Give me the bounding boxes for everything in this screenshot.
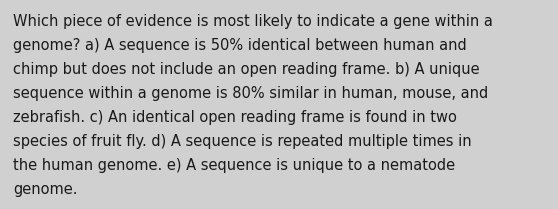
Text: genome? a) A sequence is 50% identical between human and: genome? a) A sequence is 50% identical b…	[13, 38, 466, 53]
Text: species of fruit fly. d) A sequence is repeated multiple times in: species of fruit fly. d) A sequence is r…	[13, 134, 472, 149]
Text: genome.: genome.	[13, 182, 78, 197]
Text: the human genome. e) A sequence is unique to a nematode: the human genome. e) A sequence is uniqu…	[13, 158, 455, 173]
Text: sequence within a genome is 80% similar in human, mouse, and: sequence within a genome is 80% similar …	[13, 86, 488, 101]
Text: Which piece of evidence is most likely to indicate a gene within a: Which piece of evidence is most likely t…	[13, 14, 493, 29]
Text: zebrafish. c) An identical open reading frame is found in two: zebrafish. c) An identical open reading …	[13, 110, 457, 125]
Text: chimp but does not include an open reading frame. b) A unique: chimp but does not include an open readi…	[13, 62, 480, 77]
